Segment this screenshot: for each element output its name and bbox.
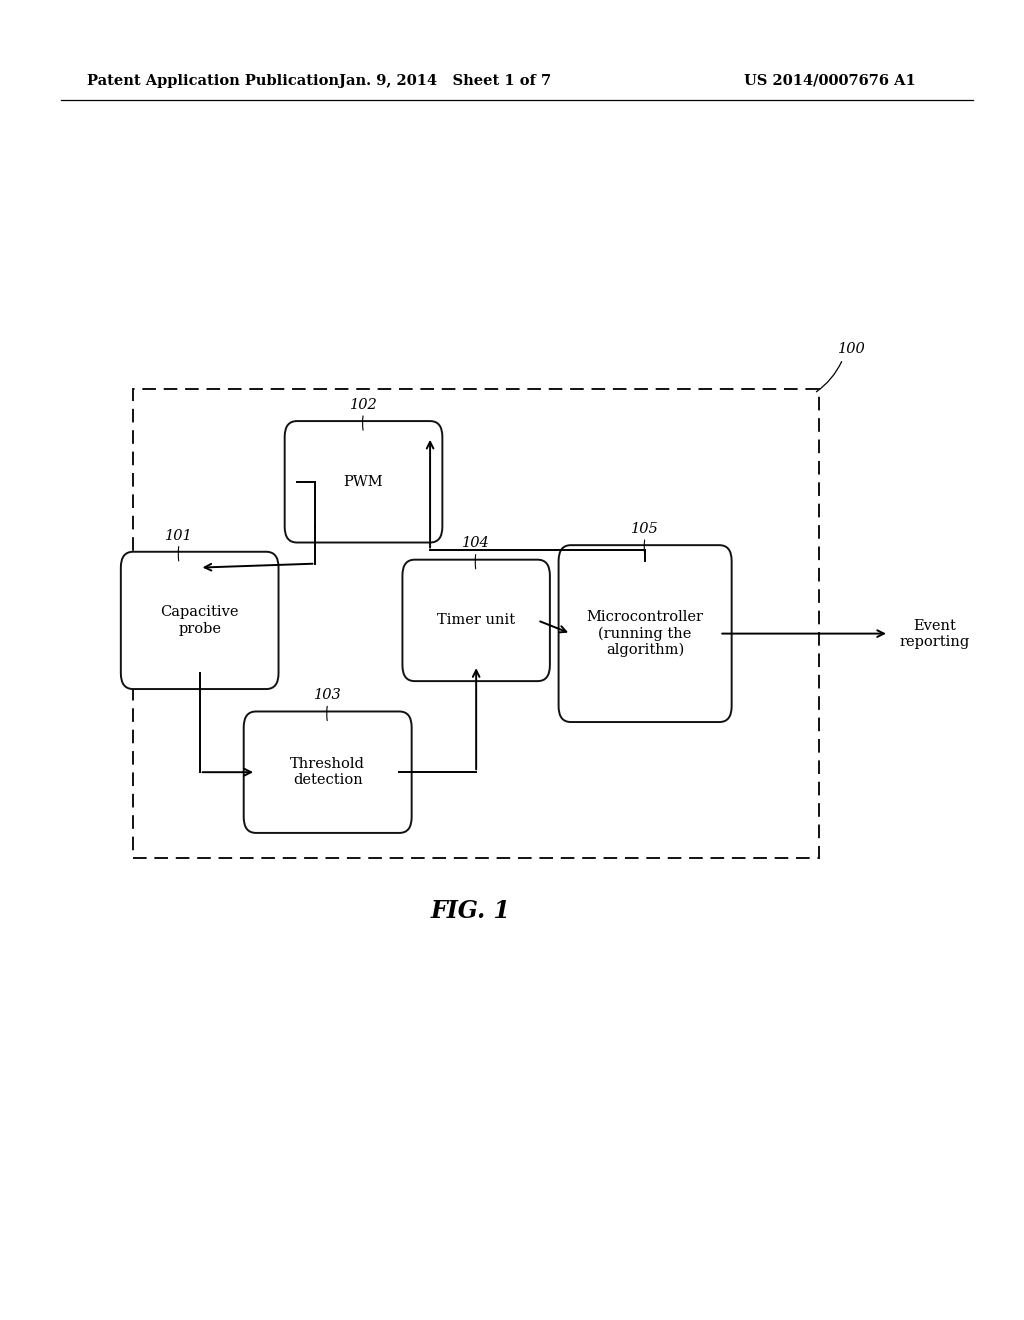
FancyBboxPatch shape bbox=[133, 389, 819, 858]
Text: 101: 101 bbox=[165, 528, 194, 543]
FancyBboxPatch shape bbox=[285, 421, 442, 543]
Text: FIG. 1: FIG. 1 bbox=[431, 899, 511, 923]
Text: 105: 105 bbox=[631, 521, 659, 536]
Text: 100: 100 bbox=[838, 342, 865, 356]
Text: PWM: PWM bbox=[344, 475, 383, 488]
Text: 104: 104 bbox=[462, 536, 490, 550]
Text: Timer unit: Timer unit bbox=[437, 614, 515, 627]
Text: Microcontroller
(running the
algorithm): Microcontroller (running the algorithm) bbox=[587, 610, 703, 657]
FancyBboxPatch shape bbox=[244, 711, 412, 833]
Text: Capacitive
probe: Capacitive probe bbox=[161, 606, 239, 635]
Text: Event
reporting: Event reporting bbox=[899, 619, 970, 648]
FancyBboxPatch shape bbox=[402, 560, 550, 681]
Text: Patent Application Publication: Patent Application Publication bbox=[87, 74, 339, 87]
Text: Jan. 9, 2014   Sheet 1 of 7: Jan. 9, 2014 Sheet 1 of 7 bbox=[339, 74, 552, 87]
FancyBboxPatch shape bbox=[559, 545, 731, 722]
Text: 102: 102 bbox=[349, 397, 378, 412]
FancyBboxPatch shape bbox=[121, 552, 279, 689]
Text: US 2014/0007676 A1: US 2014/0007676 A1 bbox=[743, 74, 915, 87]
Text: Threshold
detection: Threshold detection bbox=[290, 758, 366, 787]
Text: 103: 103 bbox=[313, 688, 342, 702]
